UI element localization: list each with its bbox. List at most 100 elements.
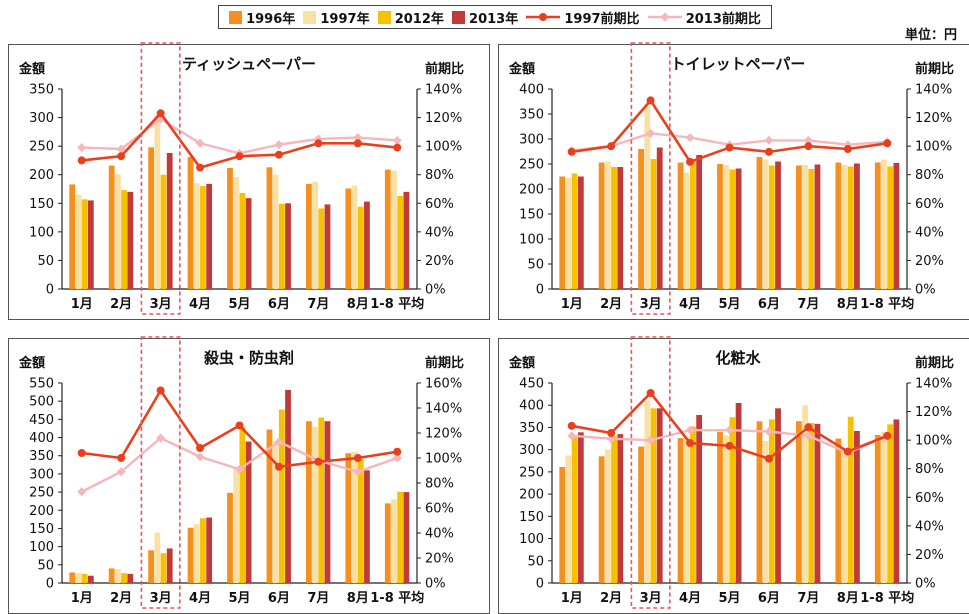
bar-1997年 [312,181,318,289]
x-tick-label: 8月 [347,591,369,606]
x-tick-label: 2月 [600,591,622,606]
highlight-box-march [630,336,671,609]
x-tick-label: 5月 [718,591,740,606]
y2-tick-label: 20% [915,548,944,563]
point-1997前期比 [567,147,576,156]
bar-1997年 [351,185,358,289]
bar-1997年 [114,174,121,289]
bar-2013年 [127,191,134,289]
y-tick-label: 250 [29,486,54,501]
x-tick-label: 6月 [268,591,290,606]
y-tick-label: 350 [29,449,54,464]
y2-tick-label: 60% [915,491,944,506]
point-1997前期比 [274,462,283,471]
bar-1997年 [351,452,358,583]
bar-1997年 [723,165,730,289]
x-tick-label: 1月 [561,297,583,312]
y2-tick-label: 80% [915,462,944,477]
y-tick-label: 50 [37,558,54,573]
point-1997前期比 [686,157,695,166]
bar-2013年 [814,423,821,583]
legend-item-2013-ratio: 2013前期比 [647,8,761,27]
point-1997前期比 [274,150,283,159]
bar-2013年 [656,408,663,583]
bar-2013年 [364,201,370,289]
bar-1996年 [148,550,155,583]
point-1997前期比 [77,449,86,457]
y2-tick-label: 140% [915,83,952,98]
y-axis-label-left: 金額 [19,62,46,77]
bar-2012年 [397,491,404,583]
point-2013前期比 [803,135,813,145]
y2-tick-label: 20% [425,552,454,567]
bar-2012年 [729,417,736,583]
bar-2012年 [239,193,246,289]
x-tick-label: 3月 [150,297,172,312]
bar-2013年 [245,441,252,583]
point-1997前期比 [804,423,813,432]
y-axis-label-left: 金額 [19,356,46,371]
bar-2012年 [357,206,364,289]
point-1997前期比 [883,139,892,148]
point-1997前期比 [646,389,655,397]
bar-1996年 [598,456,605,583]
point-1997前期比 [156,386,165,395]
y2-tick-label: 120% [915,111,952,126]
y2-tick-label: 40% [915,225,944,240]
x-tick-label: 4月 [679,297,701,312]
y2-tick-label: 120% [915,405,952,420]
bar-1996年 [756,157,763,289]
point-2013前期比 [274,140,284,150]
bar-2012年 [847,416,854,583]
legend-label-1997-ratio: 1997前期比 [564,11,640,27]
point-1997前期比 [686,439,695,447]
chart-legend: 1996年 1997年 2012年 2013年 1997前期比 2013前期比 [218,5,772,29]
y-tick-label: 250 [519,158,544,173]
y2-tick-label: 20% [425,254,454,269]
bar-1997年 [391,499,397,583]
y-tick-label: 50 [527,258,544,273]
bar-2012年 [81,573,88,583]
y-axis-label-right: 前期比 [425,62,465,77]
x-tick-label: 1月 [561,591,583,606]
bar-2013年 [206,183,213,289]
bar-1997年 [565,178,572,289]
y2-tick-label: 80% [425,168,454,183]
bar-1997年 [881,159,887,289]
bar-1997年 [604,161,611,289]
bar-1996年 [266,429,273,583]
bar-1997年 [762,440,769,583]
bar-2013年 [696,415,703,583]
bar-2013年 [87,575,94,583]
y-tick-label: 200 [29,168,54,183]
bar-2013年 [364,470,370,583]
bar-2013年 [166,153,173,289]
chart-title: 殺虫・防虫剤 [203,349,294,367]
bar-1996年 [598,162,605,289]
y2-tick-label: 100% [915,434,952,449]
bar-1997年 [802,405,808,583]
bar-1996年 [384,503,391,583]
y2-tick-label: 120% [425,111,462,126]
x-tick-label: 7月 [307,297,329,312]
y-tick-label: 300 [519,133,544,148]
y-tick-label: 450 [519,377,544,392]
y-tick-label: 550 [29,377,54,392]
chart-title: トイレットペーパー [670,55,806,73]
legend-label-2013-ratio: 2013前期比 [685,11,761,27]
bar-2013年 [403,492,410,583]
x-tick-label: 8月 [347,297,369,312]
y2-tick-label: 160% [425,377,462,392]
point-1997前期比 [196,444,205,452]
x-tick-label: 2月 [110,591,132,606]
point-2013前期比 [685,425,695,435]
y2-tick-label: 120% [425,427,462,442]
y-tick-label: 100 [29,540,54,555]
y2-tick-label: 80% [915,168,944,183]
point-1997前期比 [804,142,813,151]
point-2013前期比 [725,425,734,435]
point-1997前期比 [725,143,734,152]
bar-2013年 [893,163,900,289]
legend-line-2013-ratio [647,12,682,22]
chart-plot-insecticide: 0 50 100 150 200 250 300 350 400 450 500 550 0% 20% 40… [29,336,462,609]
